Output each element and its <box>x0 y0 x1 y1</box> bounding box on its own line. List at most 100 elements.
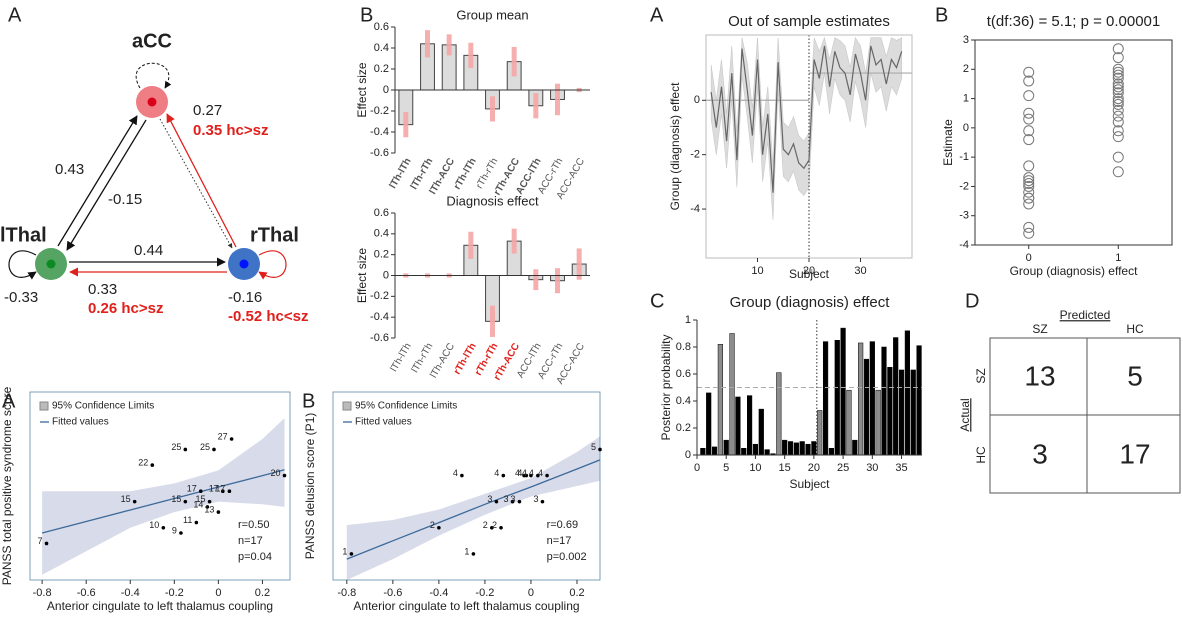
bar <box>822 341 829 456</box>
point <box>1112 43 1124 55</box>
bar <box>700 448 706 456</box>
y-tick-label: 0 <box>383 269 389 281</box>
panel-label: D <box>965 290 979 312</box>
y-tick-label: 0.8 <box>676 341 691 353</box>
node-core <box>147 97 157 107</box>
y-axis-label: Posterior probability <box>659 334 673 440</box>
point <box>529 473 533 478</box>
point <box>183 499 188 504</box>
point-label: 17 <box>215 484 225 494</box>
point <box>1023 66 1035 78</box>
edge-label: 0.43 <box>55 161 84 178</box>
point <box>510 499 515 504</box>
edge <box>159 118 233 249</box>
fit-line <box>41 469 285 534</box>
y-axis-label: Estimate <box>941 119 955 166</box>
point <box>1112 69 1124 81</box>
y-tick-label: -0.4 <box>370 311 389 323</box>
node-label: aCC <box>132 30 172 52</box>
node-core <box>46 259 56 269</box>
x-tick-label: 0 <box>1026 252 1032 264</box>
x-tick-label: 30 <box>854 265 866 277</box>
x-tick-label: 30 <box>866 462 878 474</box>
point-label: 11 <box>183 515 192 525</box>
point-label: 2 <box>483 520 488 530</box>
point <box>460 473 464 478</box>
point <box>598 447 602 452</box>
panel-label: B <box>935 4 948 26</box>
error-bar <box>511 228 517 254</box>
node-label: lThal <box>0 224 47 246</box>
y-tick-label: 3 <box>963 34 969 46</box>
legend-label: 95% Confidence Limits <box>355 401 457 412</box>
matrix-title: Actual <box>958 398 972 431</box>
point <box>1112 166 1124 178</box>
point <box>183 447 188 452</box>
point <box>1023 107 1035 119</box>
point <box>1023 134 1035 146</box>
x-tick-label: 0.2 <box>255 587 270 599</box>
point-label: 7 <box>38 536 43 546</box>
y-tick-label: 0 <box>963 122 969 134</box>
point <box>1112 151 1124 163</box>
line <box>710 45 903 193</box>
bar <box>717 344 723 456</box>
point <box>545 473 549 478</box>
x-tick-label: 15 <box>779 462 791 474</box>
y-tick-label: 2 <box>963 63 969 75</box>
annotation: p=0.002 <box>547 551 587 563</box>
bar <box>758 408 764 456</box>
matrix-cell: 3 <box>1032 438 1048 469</box>
point <box>132 499 137 504</box>
y-tick-label: -0.4 <box>370 126 389 138</box>
x-tick-label: 35 <box>895 462 907 474</box>
x-tick-label: 5 <box>723 462 729 474</box>
bar <box>869 341 875 456</box>
y-tick-label: 0.6 <box>374 207 389 219</box>
point <box>1112 87 1124 99</box>
point <box>1112 52 1124 64</box>
point <box>471 552 476 556</box>
bar <box>805 443 811 456</box>
point <box>1023 175 1035 187</box>
network-diagram: A aCC lThal rThal 0.27 0.35 hc>sz 0.43 -… <box>0 4 308 325</box>
panel-label: A <box>650 4 664 26</box>
row-header: SZ <box>974 368 988 383</box>
point <box>212 447 216 452</box>
bar <box>910 369 916 456</box>
chart-title: Group mean <box>456 7 528 22</box>
bar <box>723 439 729 456</box>
error-bar <box>468 42 474 68</box>
chart-title: Out of sample estimates <box>728 13 890 30</box>
y-tick-label: -2 <box>959 180 969 192</box>
error-bar <box>533 269 539 291</box>
y-tick-label: -0.2 <box>370 290 389 302</box>
chart-title: Diagnosis effect <box>446 193 539 208</box>
y-tick-label: -0.2 <box>370 105 389 117</box>
bar <box>729 333 735 456</box>
point <box>524 473 529 478</box>
point-label: 2 <box>430 520 435 530</box>
x-tick-label: -0.8 <box>33 587 52 599</box>
x-tick-label: -0.6 <box>383 587 402 599</box>
edge <box>166 113 237 248</box>
bar <box>793 442 799 456</box>
panel-label: C <box>650 290 664 312</box>
y-tick-label: -2 <box>690 149 700 161</box>
x-tick-label: 10 <box>749 462 761 474</box>
bar <box>817 410 823 456</box>
y-tick-label: 0.4 <box>374 42 389 54</box>
point-label: 4 <box>538 468 543 478</box>
point-label: 10 <box>149 520 159 530</box>
point <box>179 531 183 535</box>
error-bar <box>425 30 430 58</box>
bar <box>787 441 794 456</box>
point <box>216 510 221 514</box>
bar <box>840 327 846 456</box>
y-tick-label: 0.6 <box>374 21 389 33</box>
point <box>1023 90 1035 102</box>
matrix-cell: 5 <box>1127 360 1143 391</box>
point <box>1112 93 1124 105</box>
legend-label: Fitted values <box>355 417 412 428</box>
legend-swatch <box>342 401 352 411</box>
